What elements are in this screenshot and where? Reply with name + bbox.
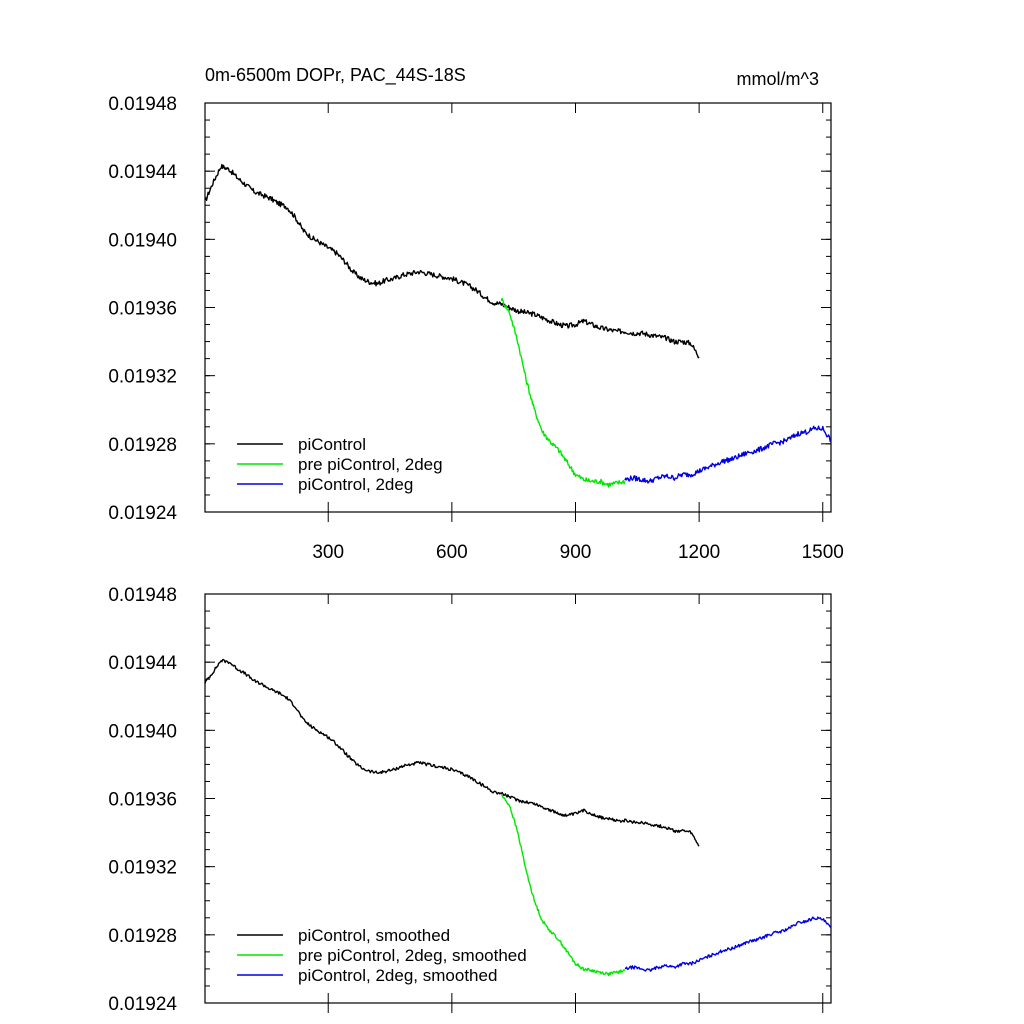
y-tick-label: 0.01944 [108, 162, 177, 183]
bottom-panel: 0.01948 0.01944 0.01940 0.01936 0.01932 0.019… [108, 585, 832, 1015]
legend-label: piControl, 2deg [298, 475, 413, 494]
y-tick-label: 0.01948 [108, 94, 177, 115]
legend-label: piControl, smoothed [298, 926, 450, 945]
y-tick-label: 0.01936 [108, 790, 177, 811]
legend-label: pre piControl, 2deg [298, 455, 443, 474]
y-tick-label: 0.01928 [108, 435, 177, 456]
y-tick-label: 0.01944 [108, 653, 177, 674]
legend-label: pre piControl, 2deg, smoothed [298, 946, 527, 965]
y-tick-label: 0.01928 [108, 926, 177, 947]
x-tick-label: 900 [560, 542, 592, 563]
units-label: mmol/m^3 [737, 69, 819, 89]
series-line [204, 163, 700, 359]
y-tick-label: 0.01936 [108, 299, 177, 320]
series-line [500, 297, 626, 488]
y-tick-label: 0.01932 [108, 858, 177, 879]
series-line [624, 916, 832, 972]
series-line [501, 794, 626, 977]
y-tick-label: 0.01924 [108, 994, 177, 1015]
chart-title: 0m-6500m DOPr, PAC_44S-18S [205, 65, 466, 86]
legend-label: piControl, 2deg, smoothed [298, 966, 497, 985]
top-panel: 0m-6500m DOPr, PAC_44S-18S mmol/m^3 0.0194… [108, 65, 844, 563]
y-tick-label: 0.01948 [108, 585, 177, 606]
y-tick-label: 0.01924 [108, 503, 177, 524]
x-tick-label: 1500 [802, 542, 844, 563]
y-tick-label: 0.01940 [108, 230, 177, 251]
x-tick-label: 600 [436, 542, 468, 563]
series-line [204, 658, 700, 847]
y-tick-label: 0.01940 [108, 721, 177, 742]
x-tick-label: 300 [312, 542, 344, 563]
series-line [624, 425, 832, 484]
y-tick-label: 0.01932 [108, 367, 177, 388]
x-tick-label: 1200 [678, 542, 720, 563]
legend-label: piControl [298, 435, 366, 454]
